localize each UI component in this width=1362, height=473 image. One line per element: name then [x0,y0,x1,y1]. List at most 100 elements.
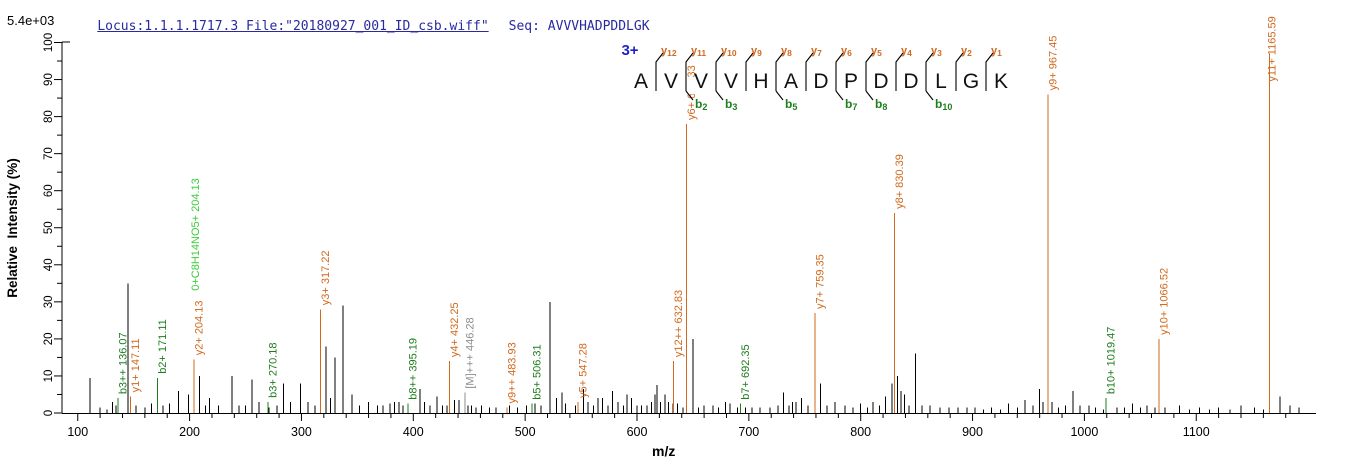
svg-text:10: 10 [43,370,55,383]
peak-label: y4+ 432.25 [449,302,461,357]
peak-label: y8+ 830.39 [894,154,906,209]
svg-text:90: 90 [43,73,55,86]
fragmentation-mark [895,52,904,91]
fragmentation-mark [835,52,844,91]
peak-label: y9+ 967.45 [1047,36,1059,91]
svg-text:500: 500 [515,425,536,439]
fragmentation-mark-b [775,90,784,101]
y-ion-label: y3 [931,45,942,58]
fragmentation-mark [985,52,994,91]
svg-text:200: 200 [179,425,200,439]
fragmentation-mark-b [685,90,694,101]
svg-text:900: 900 [962,425,983,439]
svg-text:50: 50 [43,221,55,234]
y-ion-label: y12 [661,45,677,58]
b-ion-label: b8 [875,97,887,112]
residue-letter: D [813,70,828,93]
svg-text:600: 600 [627,425,648,439]
residue-letter: P [844,70,858,93]
peak-label: [M]+++ 446.28 [465,317,477,388]
peak-label: y2+ 204.13 [194,301,206,356]
precursor-charge: 3+ [621,42,638,59]
fragmentation-mark [805,52,814,91]
svg-text:60: 60 [43,184,55,197]
sequence-label: Seq: AVVVHADPDDLGK [508,19,650,34]
svg-text:1100: 1100 [1183,425,1210,439]
peak-label: 0+C8H14NO5+ 204.13 [190,178,202,291]
peak-label: y3+ 317.22 [320,251,332,306]
b-ion-label: b5 [785,97,797,112]
fragmentation-mark [655,52,664,91]
svg-text:800: 800 [850,425,871,439]
b-ion-label: b2 [695,97,707,112]
svg-text:0: 0 [43,410,55,416]
peak-label: b3+ 270.18 [268,343,280,398]
peaks [89,53,1300,413]
svg-text:30: 30 [43,295,55,308]
svg-text:40: 40 [43,258,55,271]
axes [54,41,1316,421]
peak-label: y5+ 547.28 [578,343,590,398]
peak-label: b8++ 395.19 [407,338,419,400]
y-ion-label: y5 [871,45,882,58]
svg-text:300: 300 [291,425,312,439]
residue-letter: L [935,70,947,93]
peak-label: y1+ 147.11 [130,338,142,392]
svg-text:100: 100 [43,33,55,52]
b-ion-label: b10 [935,97,952,112]
residue-letter: V [724,70,738,93]
peak-label: y11+ 1165.59 [1267,16,1279,81]
y-ion-label: y7 [811,45,822,58]
fragmentation-mark [685,52,694,91]
fragmentation-mark-b [715,90,724,101]
tick-labels: 0 10 20 30 40 50 60 70 80 90 100 100 200 300 400 500 600… [5,13,1210,459]
svg-text:400: 400 [403,425,424,439]
fragmentation-mark-b [835,90,844,101]
y-ion-label: y1 [991,45,1002,58]
svg-text:700: 700 [738,425,759,439]
peak-label: y12++ 632.83 [673,290,685,357]
b-ion-label: b7 [845,97,857,112]
svg-text:70: 70 [43,147,55,160]
peak-label: b2+ 171.11 [157,319,169,374]
peak-label: y10+ 1066.52 [1158,268,1170,335]
svg-text:1000: 1000 [1070,425,1098,439]
b-ion-label: b3 [725,97,737,112]
y-scale-note: 5.4e+03 [7,13,54,28]
svg-text:100: 100 [67,425,88,439]
residue-letter: V [694,70,708,93]
fragmentation-mark [715,52,724,91]
residue-letter: A [634,70,648,93]
peak-label: b7+ 692.35 [740,344,752,399]
y-ion-label: y11 [691,45,706,58]
peak-label: b3++ 136.07 [118,332,130,394]
residue-letter: G [963,70,979,93]
peak-label: y7+ 759.35 [815,254,827,309]
overlay-backplate [630,78,1018,94]
y-axis-title: Relative Intensity (%) [5,158,20,298]
peak-label: b5+ 506.31 [532,344,544,399]
peak-label: b10+ 1019.47 [1106,327,1118,395]
residue-letter: H [753,70,768,93]
y-ion-label: y9 [751,45,762,58]
fragmentation-mark [745,52,754,91]
fragmentation-mark [775,52,784,91]
svg-text:80: 80 [43,110,55,123]
fragmentation-mark [865,52,874,91]
locus-file-label: Locus:1.1.1.1717.3 File:"20180927_001_ID… [97,19,489,34]
residue-letter: A [784,70,798,93]
y-ion-label: y2 [961,45,972,58]
fragmentation-mark [925,52,934,91]
residue-letter: K [994,70,1008,93]
residue-letter: V [664,70,678,93]
peak-label: y9++ 483.93 [507,342,519,403]
y-ion-label: y4 [901,45,912,58]
x-axis-title: m/z [652,443,675,459]
residue-letter: D [903,70,918,93]
fragmentation-mark-b [865,90,874,101]
y-ion-label: y8 [781,45,792,58]
